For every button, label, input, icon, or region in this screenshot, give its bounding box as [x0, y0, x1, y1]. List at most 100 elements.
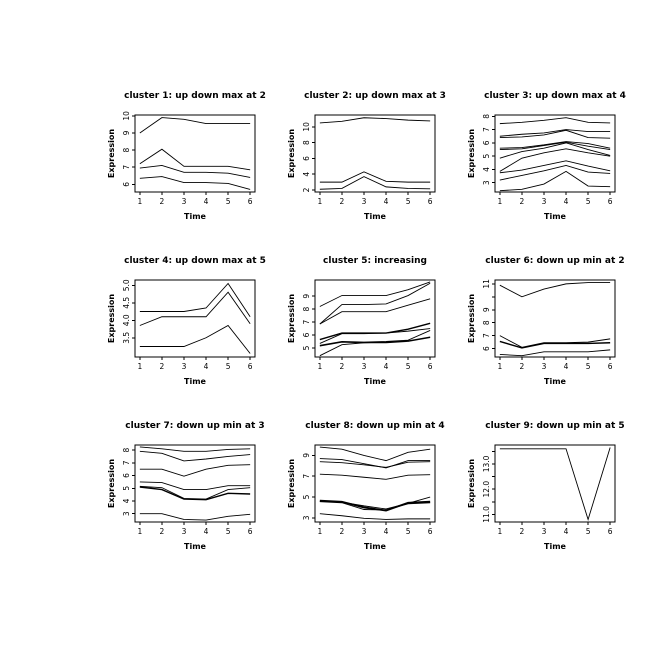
panel-title: cluster 3: up down max at 4	[484, 91, 626, 101]
series-line	[319, 513, 431, 520]
panel-cluster-1: cluster 1: up down max at 2 1 2 3 4 5 6 6 7 8 9 10 T…	[107, 91, 266, 221]
y-tick-label: 8	[482, 320, 491, 325]
plot-box	[314, 279, 436, 358]
y-axis-label: Expression	[467, 459, 476, 508]
plot-box	[494, 114, 616, 193]
series-line	[319, 330, 431, 346]
y-tick-label: 8	[122, 147, 131, 152]
series-line	[319, 282, 431, 325]
y-tick-label: 10	[302, 122, 311, 132]
x-tick-label: 1	[317, 197, 322, 206]
y-tick-label: 7	[122, 165, 131, 170]
x-axis-label: Time	[184, 377, 207, 386]
panel-title: cluster 9: down up min at 5	[485, 421, 624, 431]
panel-cluster-6: cluster 6: down up min at 2 1 2 3 4 5 6 6 7 8 9 11 T…	[467, 256, 625, 386]
x-tick-label: 2	[160, 197, 165, 206]
x-tick-label: 1	[137, 197, 142, 206]
y-axis-label: Expression	[107, 459, 116, 508]
plot-box	[314, 444, 436, 523]
x-tick-label: 2	[520, 362, 525, 371]
x-tick-label: 1	[317, 527, 322, 536]
x-tick-label: 3	[542, 197, 547, 206]
x-tick-label: 6	[428, 197, 433, 206]
y-tick-label: 12.0	[482, 481, 491, 498]
x-tick-label: 5	[586, 527, 591, 536]
x-tick-label: 6	[608, 527, 613, 536]
cluster-grid: cluster 1: up down max at 2 1 2 3 4 5 6 6 7 8 9 10 T…	[100, 82, 640, 577]
x-tick-label: 1	[497, 362, 502, 371]
y-tick-label: 8	[482, 114, 491, 119]
x-tick-label: 2	[340, 527, 345, 536]
plot-box	[314, 114, 436, 193]
x-tick-label: 3	[182, 362, 187, 371]
x-axis-label: Time	[544, 542, 567, 551]
y-axis-label: Expression	[107, 294, 116, 343]
series-line	[499, 349, 611, 357]
series-line	[139, 117, 251, 134]
x-tick-label: 2	[340, 197, 345, 206]
x-tick-label: 5	[406, 527, 411, 536]
x-tick-label: 4	[384, 197, 389, 206]
y-tick-label: 4	[482, 167, 491, 172]
y-tick-label: 5	[122, 486, 131, 491]
x-tick-label: 1	[137, 362, 142, 371]
series-line	[139, 464, 251, 477]
y-tick-label: 3	[482, 180, 491, 185]
x-tick-label: 6	[248, 362, 253, 371]
series-line	[319, 322, 431, 341]
x-tick-label: 4	[384, 527, 389, 536]
plot-box	[494, 444, 616, 523]
series-line	[499, 282, 611, 298]
series-line	[139, 481, 251, 491]
y-tick-label: 6	[482, 140, 491, 145]
x-tick-label: 2	[520, 197, 525, 206]
y-tick-label: 5.0	[122, 279, 131, 291]
x-axis-label: Time	[544, 377, 567, 386]
x-tick-label: 4	[204, 197, 209, 206]
series-line	[139, 291, 251, 326]
x-tick-label: 4	[564, 527, 569, 536]
series-line	[499, 335, 611, 348]
series-line	[319, 281, 431, 307]
x-tick-label: 6	[248, 527, 253, 536]
series-line	[139, 450, 251, 462]
y-tick-label: 4.0	[122, 314, 131, 326]
y-tick-label: 5	[482, 154, 491, 159]
x-tick-label: 5	[406, 197, 411, 206]
y-tick-label: 7	[482, 127, 491, 132]
panel-title: cluster 5: increasing	[323, 256, 427, 266]
y-tick-label: 11.0	[482, 506, 491, 523]
panel-title: cluster 1: up down max at 2	[124, 91, 266, 101]
plot-box	[134, 444, 256, 523]
y-tick-label: 8	[302, 140, 311, 145]
y-tick-label: 6	[302, 332, 311, 337]
y-tick-label: 4.5	[122, 297, 131, 309]
x-axis-label: Time	[364, 377, 387, 386]
series-line	[319, 337, 431, 357]
panel-title: cluster 7: down up min at 3	[125, 421, 264, 431]
plot-box	[134, 114, 256, 193]
series-line	[139, 165, 251, 178]
y-tick-label: 8	[302, 307, 311, 312]
y-tick-label: 7	[302, 474, 311, 479]
x-tick-label: 3	[362, 362, 367, 371]
x-tick-label: 1	[497, 197, 502, 206]
series-line	[499, 142, 611, 159]
x-axis-label: Time	[184, 542, 207, 551]
x-tick-label: 1	[497, 527, 502, 536]
series-line	[499, 129, 611, 139]
y-axis-label: Expression	[287, 129, 296, 178]
series-line	[499, 148, 611, 172]
series-line	[319, 496, 431, 510]
series-line	[319, 117, 431, 124]
x-tick-label: 5	[226, 197, 231, 206]
y-axis-label: Expression	[107, 129, 116, 178]
y-tick-label: 7	[122, 460, 131, 465]
x-tick-label: 1	[137, 527, 142, 536]
x-tick-label: 3	[182, 527, 187, 536]
series-line	[499, 340, 611, 349]
y-tick-label: 4	[302, 172, 311, 177]
y-axis-label: Expression	[467, 294, 476, 343]
y-tick-label: 6	[482, 346, 491, 351]
